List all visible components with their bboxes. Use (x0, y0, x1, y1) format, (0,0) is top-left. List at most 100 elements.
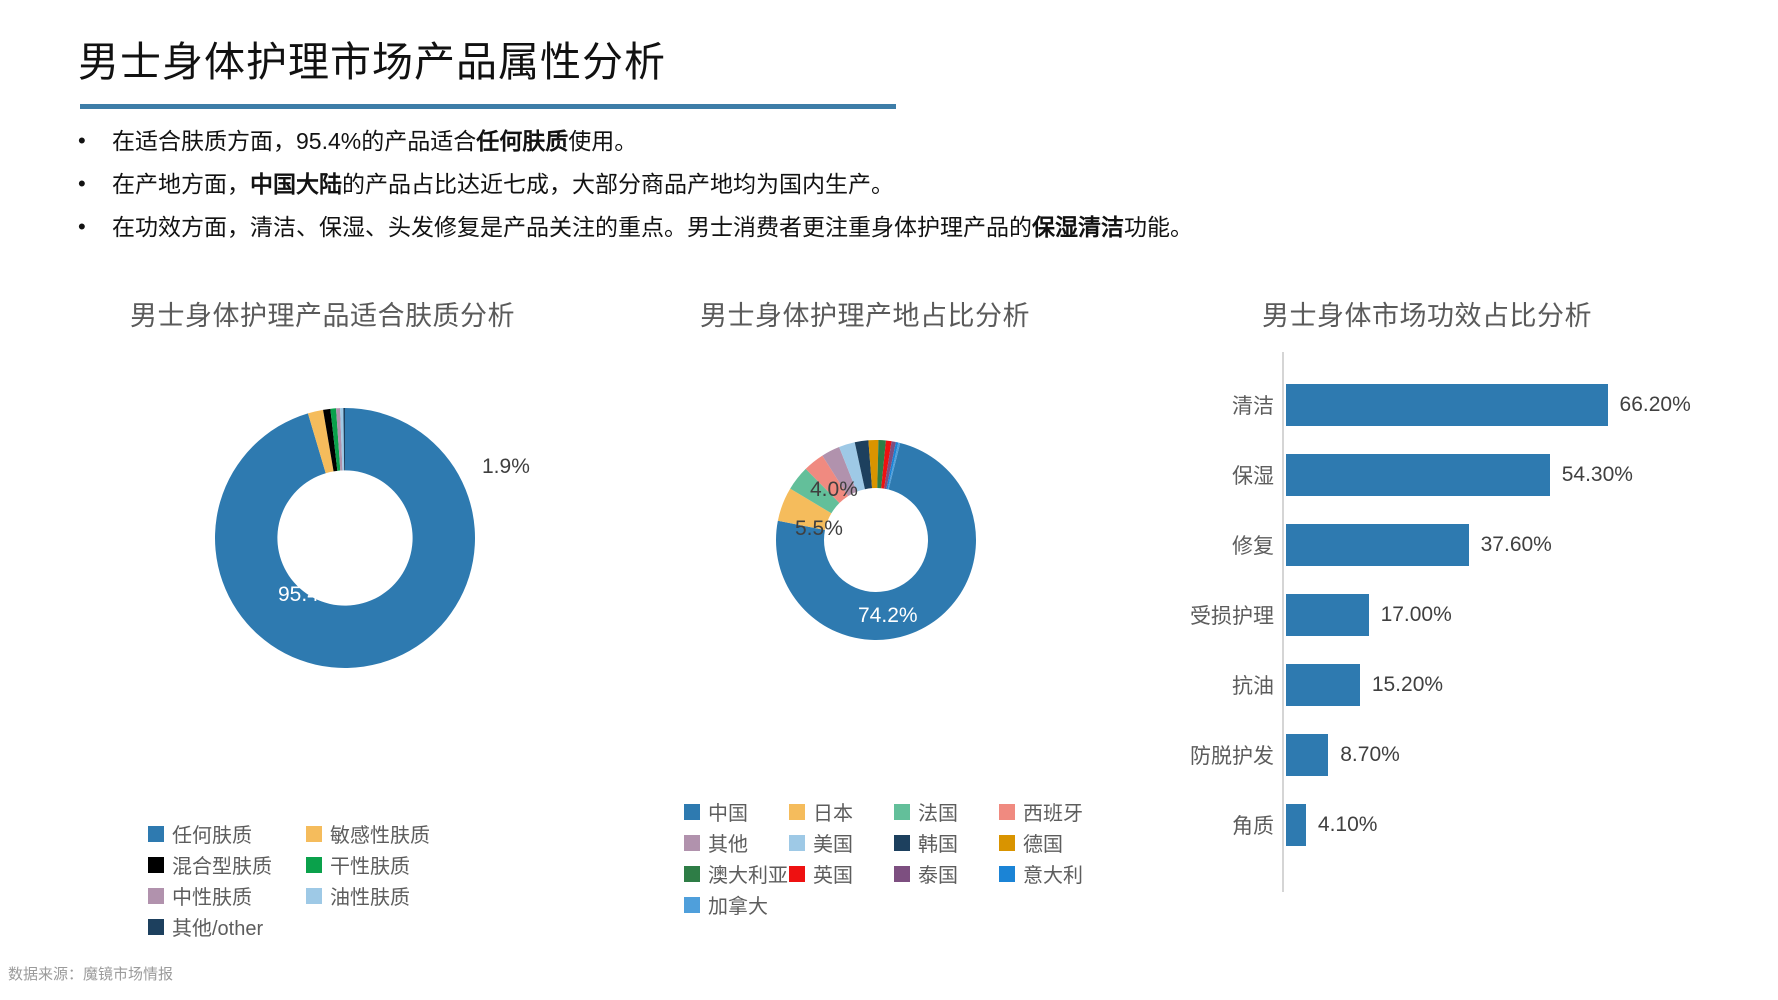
legend-label: 德国 (1023, 834, 1063, 856)
origin-legend-item[interactable]: 韩国 (894, 827, 999, 858)
origin-legend: 中国 日本 法国 西班牙其他 美国 韩国 德国澳大利亚 英国 泰国 意大利加拿大 (684, 796, 1104, 920)
donut-slice (854, 440, 873, 490)
donut-slice (307, 409, 334, 474)
bar-category-label: 受损护理 (1190, 605, 1274, 628)
donut-slice (839, 442, 865, 492)
skin-type-legend: 任何肤质 敏感性肤质混合型肤质 干性肤质中性肤质 油性肤质 其他/other (148, 818, 578, 942)
bar-track: 66.20% (1286, 370, 1760, 440)
legend-label: 意大利 (1023, 865, 1083, 887)
legend-label: 泰国 (918, 865, 958, 887)
donut-slice-label-sensitive-skin: 1.9% (482, 455, 530, 478)
bar-value-label: 54.30% (1561, 463, 1633, 486)
origin-legend-item[interactable]: 中国 (684, 796, 789, 827)
donut-slice (336, 408, 343, 471)
donut-slice (884, 441, 896, 490)
skin-type-donut-svg (215, 408, 475, 668)
bar-row: 受损护理 17.00% (1150, 580, 1760, 650)
bar-fill (1286, 454, 1550, 496)
donut-slice-label-france: 4.0% (810, 478, 858, 501)
legend-swatch-icon (148, 887, 164, 904)
bullet-item: • 在功效方面，清洁、保湿、头发修复是产品关注的重点。男士消费者更注重身体护理产品… (78, 212, 1678, 242)
donut-slice (343, 408, 345, 471)
bar-track: 8.70% (1286, 720, 1760, 790)
skin-type-donut-chart (215, 408, 475, 668)
donut-slice-label-any-skin: 95.4% (278, 583, 338, 606)
skin-type-legend-item[interactable]: 中性肤质 (148, 880, 306, 911)
bar-category-label: 角质 (1232, 815, 1274, 838)
skin-type-legend-item[interactable]: 敏感性肤质 (306, 818, 464, 849)
legend-label: 日本 (813, 803, 853, 825)
legend-label: 中性肤质 (172, 887, 252, 909)
donut-slice (777, 488, 832, 530)
donut-slice (340, 408, 345, 471)
skin-type-legend-item[interactable]: 油性肤质 (306, 880, 464, 911)
bar-value-label: 66.20% (1619, 393, 1691, 416)
legend-swatch-icon (684, 834, 700, 851)
origin-legend-item[interactable]: 美国 (789, 827, 894, 858)
legend-label: 混合型肤质 (172, 856, 272, 878)
legend-swatch-icon (894, 803, 910, 820)
chart-title-efficacy: 男士身体市场功效占比分析 (1262, 301, 1592, 331)
donut-slice (776, 442, 976, 640)
skin-type-legend-item[interactable]: 混合型肤质 (148, 849, 306, 880)
page-title: 男士身体护理市场产品属性分析 (78, 39, 666, 85)
chart-title-skin-type: 男士身体护理产品适合肤质分析 (130, 301, 515, 331)
origin-legend-item[interactable]: 澳大利亚 (684, 858, 789, 889)
origin-legend-item[interactable]: 泰国 (894, 858, 999, 889)
legend-swatch-icon (999, 803, 1015, 820)
legend-swatch-icon (306, 887, 322, 904)
legend-swatch-icon (789, 803, 805, 820)
bar-track: 15.20% (1286, 650, 1760, 720)
legend-swatch-icon (306, 856, 322, 873)
donut-slice-label-china: 74.2% (858, 604, 918, 627)
donut-slice (323, 408, 338, 472)
donut-slice (877, 440, 886, 489)
origin-legend-item[interactable]: 英国 (789, 858, 894, 889)
bullet-marker-icon: • (78, 214, 86, 239)
donut-slice (805, 455, 849, 504)
origin-donut-chart (776, 440, 976, 640)
bar-category-label: 修复 (1232, 535, 1274, 558)
legend-swatch-icon (999, 865, 1015, 882)
bar-row: 抗油 15.20% (1150, 650, 1760, 720)
donut-slice (790, 468, 840, 514)
legend-swatch-icon (148, 918, 164, 935)
bar-fill (1286, 664, 1360, 706)
legend-label: 美国 (813, 834, 853, 856)
skin-type-legend-item[interactable]: 干性肤质 (306, 849, 464, 880)
legend-label: 澳大利亚 (708, 865, 788, 887)
donut-slice (881, 440, 892, 489)
origin-legend-item[interactable]: 其他 (684, 827, 789, 858)
source-note: 数据来源：魔镜市场情报 (8, 966, 174, 983)
legend-swatch-icon (684, 865, 700, 882)
legend-swatch-icon (894, 865, 910, 882)
origin-legend-item[interactable]: 德国 (999, 827, 1104, 858)
legend-swatch-icon (306, 825, 322, 842)
origin-legend-item[interactable]: 加拿大 (684, 889, 789, 920)
bar-row: 防脱护发 8.70% (1150, 720, 1760, 790)
legend-swatch-icon (999, 834, 1015, 851)
origin-donut-svg (776, 440, 976, 640)
legend-swatch-icon (684, 803, 700, 820)
legend-swatch-icon (684, 896, 700, 913)
legend-label: 英国 (813, 865, 853, 887)
bar-fill (1286, 734, 1329, 776)
skin-type-legend-item[interactable]: 其他/other (148, 911, 306, 942)
legend-swatch-icon (148, 856, 164, 873)
donut-slice (330, 408, 341, 471)
legend-label: 韩国 (918, 834, 958, 856)
bullet-text: 在适合肤质方面，95.4%的产品适合任何肤质使用。 (112, 128, 638, 154)
origin-legend-item[interactable]: 西班牙 (999, 796, 1104, 827)
origin-legend-item[interactable]: 日本 (789, 796, 894, 827)
bar-row: 清洁 66.20% (1150, 370, 1760, 440)
bar-track: 4.10% (1286, 790, 1760, 860)
bullet-item: • 在产地方面，中国大陆的产品占比达近七成，大部分商品产地均为国内生产。 (78, 169, 1678, 199)
efficacy-bar-chart: 清洁 66.20% 保湿 54.30% 修复 37.60% 受损护理 17.00% 抗油 15.2… (1150, 352, 1760, 892)
bar-value-label: 37.60% (1480, 533, 1552, 556)
bar-row: 保湿 54.30% (1150, 440, 1760, 510)
origin-legend-item[interactable]: 意大利 (999, 858, 1104, 889)
skin-type-legend-item[interactable]: 任何肤质 (148, 818, 306, 849)
bar-track: 37.60% (1286, 510, 1760, 580)
legend-label: 中国 (708, 803, 748, 825)
origin-legend-item[interactable]: 法国 (894, 796, 999, 827)
